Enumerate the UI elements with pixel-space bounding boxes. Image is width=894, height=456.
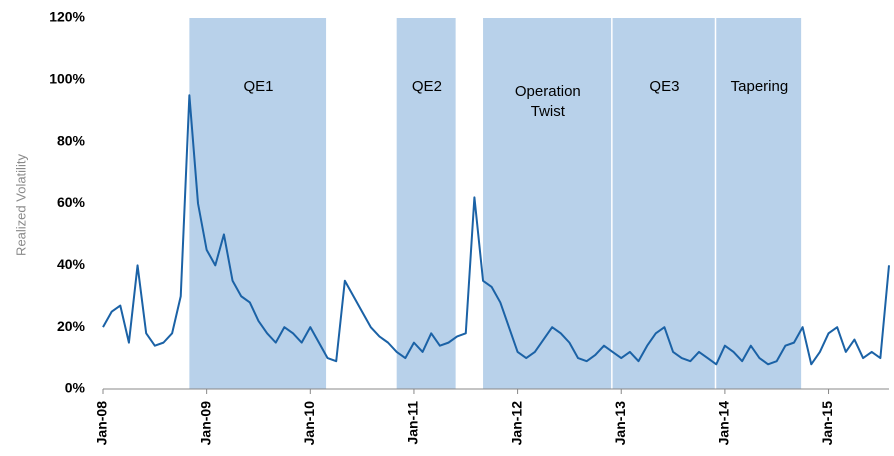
x-tick-label: Jan-10	[301, 401, 317, 446]
shaded-region	[396, 18, 456, 389]
data-line	[102, 94, 890, 366]
region-label: QE2	[412, 78, 442, 95]
y-tick-label: 80%	[57, 132, 86, 148]
region-label: Operation	[515, 83, 581, 100]
shaded-region	[483, 18, 612, 389]
y-axis-label: Realized Volatility	[13, 154, 28, 256]
region-label: Tapering	[731, 78, 789, 95]
y-tick-label: 120%	[49, 9, 85, 25]
shaded-region	[189, 18, 327, 389]
region-label: QE3	[649, 78, 679, 95]
region-label: Twist	[531, 103, 566, 120]
x-tick-label: Jan-08	[94, 401, 110, 446]
y-tick-label: 40%	[57, 256, 86, 272]
shaded-region	[716, 18, 802, 389]
x-tick-label: Jan-09	[197, 401, 213, 446]
x-tick-label: Jan-13	[612, 401, 628, 446]
x-tick-label: Jan-11	[405, 401, 421, 445]
y-tick-label: 0%	[65, 380, 86, 396]
region-label: QE1	[243, 78, 273, 95]
x-tick-label: Jan-12	[508, 401, 524, 446]
x-tick-label: Jan-14	[716, 401, 732, 446]
x-tick-label: Jan-15	[819, 401, 835, 446]
shaded-region	[612, 18, 715, 389]
y-tick-label: 100%	[49, 71, 85, 87]
y-tick-label: 20%	[57, 318, 86, 334]
y-tick-label: 60%	[57, 194, 86, 210]
